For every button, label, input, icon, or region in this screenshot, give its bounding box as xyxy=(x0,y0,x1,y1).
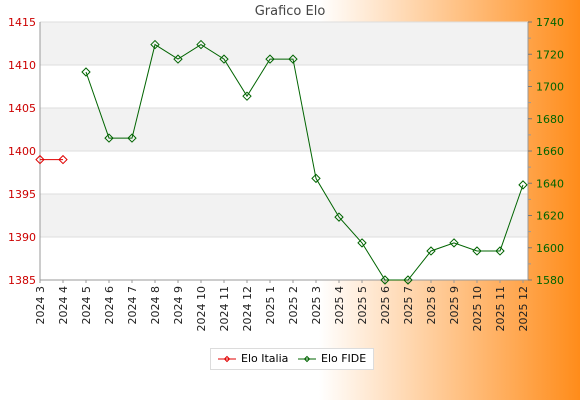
y-tick-label-right: 1660 xyxy=(536,145,564,158)
x-tick-label: 2025 2 xyxy=(287,286,300,325)
x-tick-label: 2025 8 xyxy=(425,286,438,325)
x-tick-label: 2024 7 xyxy=(126,286,139,325)
grid-band xyxy=(40,194,528,237)
x-tick-label: 2025 7 xyxy=(402,286,415,325)
data-point xyxy=(518,180,528,190)
legend-item-elo-italia: Elo Italia xyxy=(217,352,289,366)
data-point xyxy=(173,54,183,64)
data-point xyxy=(288,54,298,64)
x-tick-label: 2024 10 xyxy=(195,286,208,332)
x-tick-label: 2025 12 xyxy=(517,286,530,332)
y-tick-label-left: 1400 xyxy=(8,145,36,158)
x-tick-label: 2025 3 xyxy=(310,286,323,325)
data-point xyxy=(334,212,344,222)
legend-marker-icon xyxy=(218,355,236,363)
data-point xyxy=(265,54,275,64)
x-tick-label: 2024 12 xyxy=(241,286,254,332)
grid-band xyxy=(40,22,528,65)
legend-label: Elo Italia xyxy=(241,352,289,365)
data-point xyxy=(403,275,413,285)
x-tick-label: 2025 6 xyxy=(379,286,392,325)
data-point xyxy=(127,133,137,143)
chart-legend: Elo Italia Elo FIDE xyxy=(210,348,374,370)
x-tick-label: 2024 11 xyxy=(218,286,231,332)
series-line-1 xyxy=(85,43,524,281)
data-point xyxy=(311,173,321,184)
y-tick-label-left: 1395 xyxy=(8,188,36,201)
legend-label: Elo FIDE xyxy=(321,352,367,365)
chart-title: Grafico Elo xyxy=(254,4,326,19)
data-point xyxy=(35,154,45,165)
x-tick-label: 2025 11 xyxy=(494,286,507,332)
x-tick-label: 2024 4 xyxy=(57,286,70,325)
x-tick-label: 2025 9 xyxy=(448,286,461,325)
data-point xyxy=(150,39,160,50)
data-point xyxy=(196,39,206,50)
y-tick-label-left: 1390 xyxy=(8,231,36,244)
data-point xyxy=(242,91,252,101)
x-tick-label: 2024 9 xyxy=(172,286,185,325)
y-tick-label-right: 1740 xyxy=(536,16,564,29)
y-tick-label-right: 1700 xyxy=(536,81,564,94)
data-point xyxy=(58,154,68,165)
data-point xyxy=(449,238,459,248)
y-tick-label-left: 1415 xyxy=(8,16,36,29)
y-tick-label-left: 1405 xyxy=(8,102,36,115)
x-tick-label: 2024 8 xyxy=(149,286,162,325)
y-tick-label-right: 1720 xyxy=(536,48,564,61)
x-tick-label: 2025 5 xyxy=(356,286,369,325)
data-point xyxy=(472,246,482,256)
data-point xyxy=(380,275,390,285)
x-tick-label: 2025 4 xyxy=(333,286,346,325)
legend-marker-icon xyxy=(298,355,316,363)
data-point xyxy=(426,246,436,256)
y-tick-label-right: 1620 xyxy=(536,210,564,223)
y-tick-label-right: 1680 xyxy=(536,113,564,126)
x-tick-label: 2025 1 xyxy=(264,286,277,325)
x-tick-label: 2024 5 xyxy=(80,286,93,325)
data-point xyxy=(495,246,505,256)
y-tick-label-right: 1580 xyxy=(536,274,564,287)
data-point xyxy=(219,54,229,64)
y-tick-label-right: 1600 xyxy=(536,242,564,255)
grid-band xyxy=(40,108,528,151)
y-tick-label-left: 1410 xyxy=(8,59,36,72)
data-point xyxy=(81,67,91,77)
x-tick-label: 2024 3 xyxy=(34,286,47,325)
x-tick-label: 2024 6 xyxy=(103,286,116,325)
legend-item-elo-fide: Elo FIDE xyxy=(297,352,367,366)
data-point xyxy=(357,238,367,248)
y-tick-label-right: 1640 xyxy=(536,177,564,190)
x-tick-label: 2025 10 xyxy=(471,286,484,332)
y-tick-label-left: 1385 xyxy=(8,274,36,287)
data-point xyxy=(104,133,114,143)
